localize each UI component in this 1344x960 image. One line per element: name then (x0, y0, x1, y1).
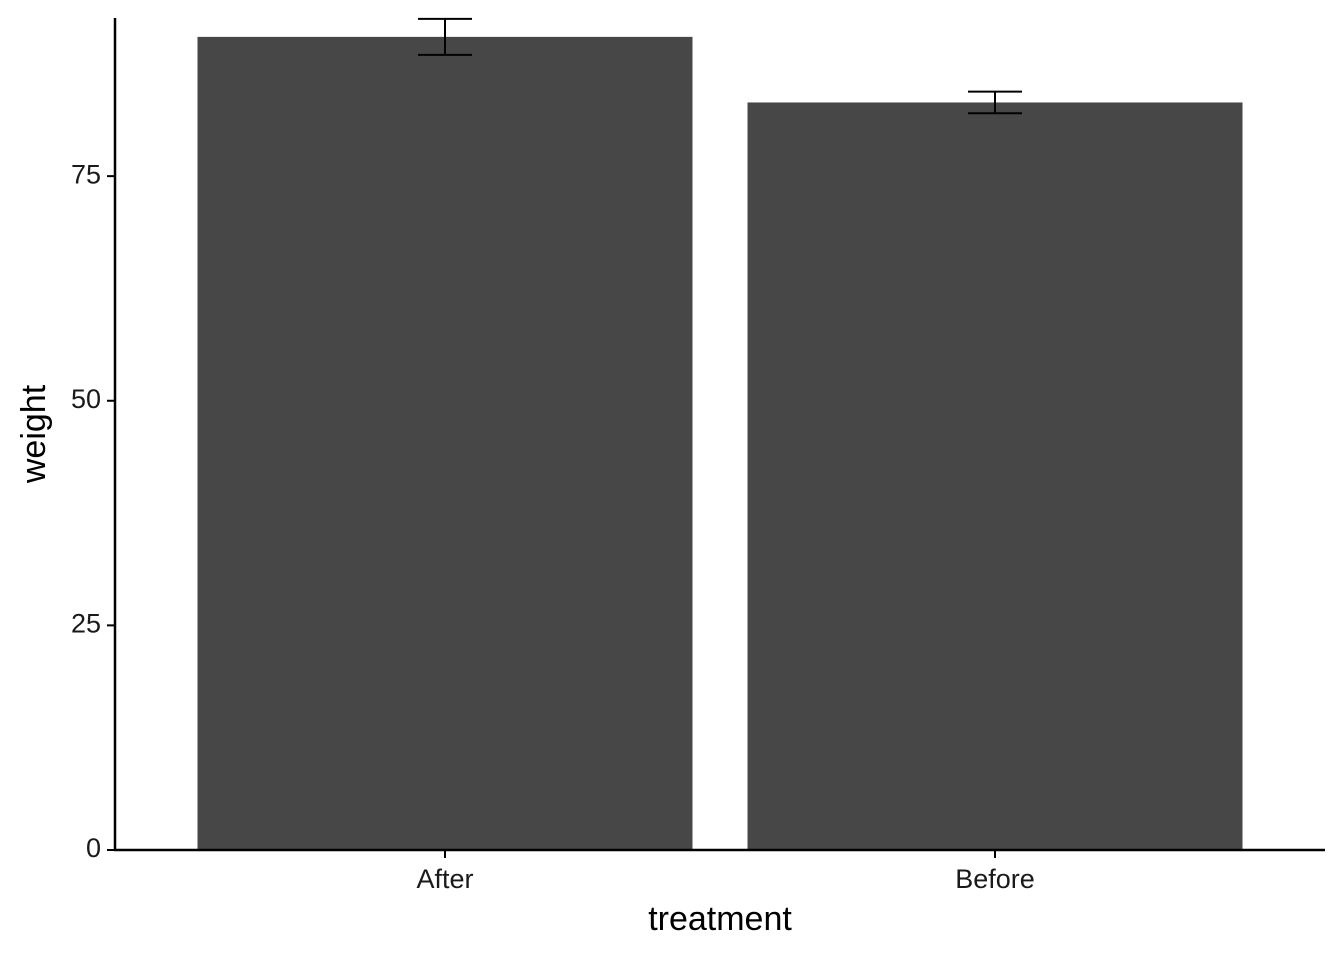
y-tick-label: 25 (71, 609, 101, 639)
x-tick-label: After (416, 864, 473, 894)
bar (197, 36, 693, 851)
x-tick-label: Before (955, 864, 1035, 894)
y-tick-label: 75 (71, 159, 101, 189)
y-tick-label: 0 (86, 833, 101, 863)
error-bar (418, 17, 472, 56)
y-tick-label: 50 (71, 384, 101, 414)
x-axis-title: treatment (648, 900, 792, 938)
bar (747, 102, 1243, 850)
y-axis-title: weight (15, 384, 53, 484)
error-bar (968, 90, 1022, 115)
